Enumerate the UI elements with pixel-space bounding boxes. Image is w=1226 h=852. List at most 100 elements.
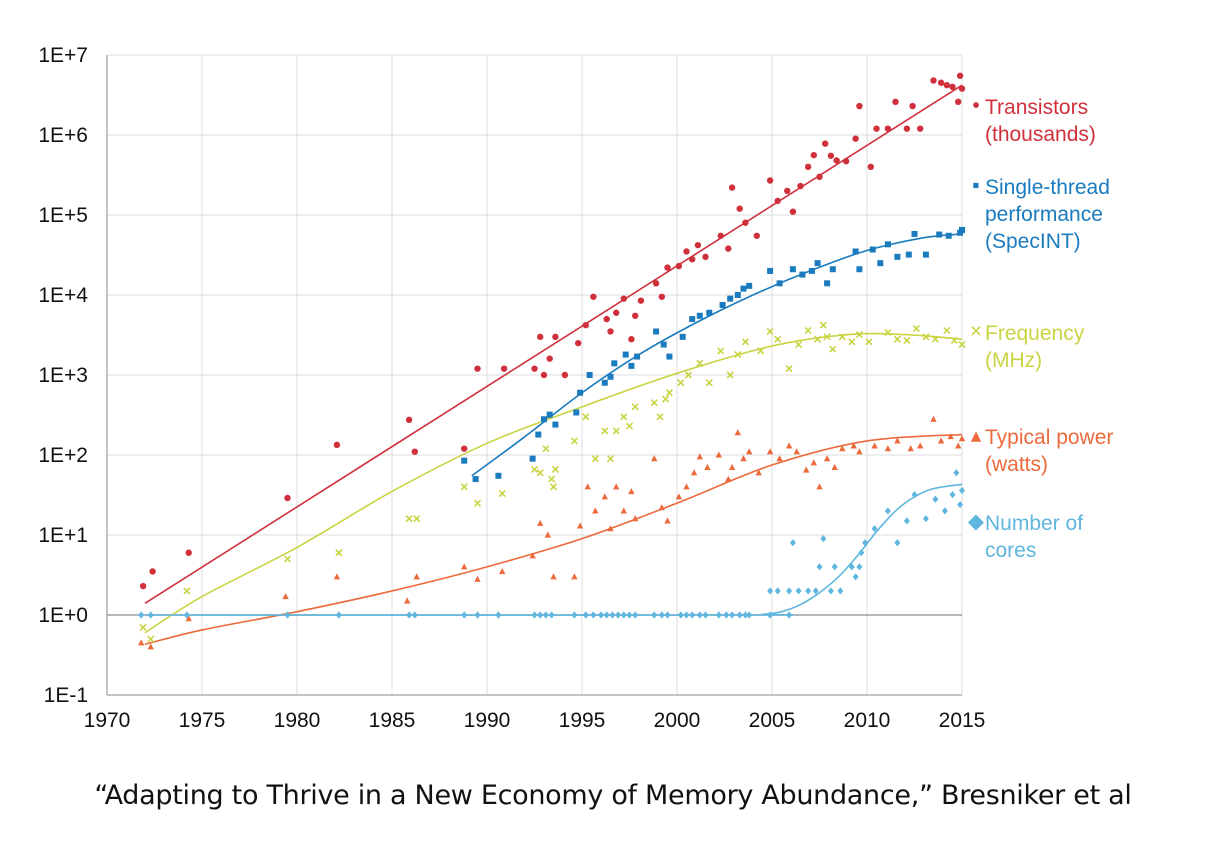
single_thread-point xyxy=(894,253,901,260)
transistors-point xyxy=(930,77,937,84)
x-tick-label: 1980 xyxy=(274,709,321,732)
cores-point xyxy=(736,611,743,619)
transistors-point xyxy=(856,102,863,110)
power-point xyxy=(839,445,846,452)
x-tick-label: 2005 xyxy=(749,709,796,732)
cores-point xyxy=(941,507,948,515)
cores-point xyxy=(953,469,960,477)
single_thread-point xyxy=(945,232,952,239)
frequency-point xyxy=(823,333,831,341)
transistors-point xyxy=(603,315,610,323)
transistors-point xyxy=(537,333,544,341)
frequency-point xyxy=(819,321,827,329)
cores-point xyxy=(774,587,781,595)
power-trend-line xyxy=(144,433,963,646)
cores-point xyxy=(335,611,342,619)
power-point xyxy=(537,519,544,526)
cores-point xyxy=(664,611,671,619)
cores-point xyxy=(932,495,939,503)
power-point xyxy=(831,463,838,470)
transistors-point xyxy=(689,256,696,263)
cores-point xyxy=(884,507,891,515)
transistors-point xyxy=(789,208,797,215)
frequency-point xyxy=(931,335,939,343)
legend-entry-power: ▴ Typical power (watts) xyxy=(971,424,1114,476)
cores-point xyxy=(746,611,753,619)
cores-point xyxy=(598,611,604,619)
transistors-point xyxy=(149,568,156,575)
transistors-point xyxy=(728,184,736,191)
frequency-point xyxy=(865,338,873,346)
single_thread-point xyxy=(776,280,783,287)
power-point xyxy=(282,593,289,600)
frequency-trend-line xyxy=(144,332,963,634)
frequency-point xyxy=(958,341,966,349)
transistors-trend-line xyxy=(144,84,963,604)
single_thread-point xyxy=(577,389,584,396)
transistors-point xyxy=(637,297,645,304)
axes: 1970 1975 1980 1985 1990 1995 2000 2005 2010 2015… xyxy=(38,44,985,732)
transistors-point xyxy=(827,152,835,159)
cores-point xyxy=(729,611,736,619)
transistors-point xyxy=(903,125,911,132)
frequency-point xyxy=(498,489,506,498)
cores-point xyxy=(922,515,929,523)
cores-point xyxy=(911,490,918,499)
power-point xyxy=(628,487,635,495)
cores-point xyxy=(651,611,658,619)
transistors-point xyxy=(405,416,413,424)
single_thread-point xyxy=(936,231,943,238)
cores-point xyxy=(957,500,964,509)
y-tick-label: 1E+6 xyxy=(38,124,88,147)
single_thread-point xyxy=(573,409,580,416)
frequency-point xyxy=(922,333,930,341)
cores-point xyxy=(677,611,684,619)
transistors-point xyxy=(620,295,627,302)
power-point xyxy=(728,463,736,470)
power-point xyxy=(734,429,741,436)
cores-point xyxy=(603,611,610,619)
transistors-point xyxy=(852,135,859,142)
legend-entry-single_thread: ▪ Single-thread performance (SpecINT) xyxy=(972,174,1110,253)
transistors-point xyxy=(884,125,892,132)
x-tick-label: 1970 xyxy=(84,709,131,732)
single_thread-point xyxy=(814,260,821,267)
transistors-point xyxy=(955,98,962,106)
power-point xyxy=(917,442,924,449)
transistors-point xyxy=(139,582,147,590)
legend-label-frequency: (MHz) xyxy=(985,349,1042,372)
cores-point xyxy=(548,611,555,619)
frequency-point xyxy=(912,325,920,333)
single_thread-point xyxy=(611,360,618,367)
single_thread-point xyxy=(957,229,964,236)
transistors-point xyxy=(833,157,840,164)
single_thread-point xyxy=(706,309,713,316)
frequency-point xyxy=(855,331,863,339)
power-point xyxy=(576,522,584,529)
frequency-point xyxy=(741,338,749,346)
single_thread-point xyxy=(824,280,831,287)
frequency-point xyxy=(656,413,664,421)
cores-point xyxy=(284,611,291,619)
power-point xyxy=(499,567,506,575)
power-point xyxy=(613,483,620,490)
single_thread-point xyxy=(905,251,912,258)
transistors-point xyxy=(867,163,874,171)
transistors-point xyxy=(675,262,683,270)
transistors-point xyxy=(842,158,850,165)
frequency-point xyxy=(183,587,191,595)
transistors-point xyxy=(185,549,192,556)
frequency-point xyxy=(705,379,713,387)
single_thread-point xyxy=(541,416,547,423)
cores-point xyxy=(742,611,749,619)
transistors-point xyxy=(664,264,671,271)
single_thread-point xyxy=(601,379,608,386)
single_thread-point xyxy=(679,333,686,340)
power-point xyxy=(746,448,753,455)
power-point xyxy=(571,573,578,580)
y-tick-label: 1E+1 xyxy=(38,524,88,547)
transistors-point xyxy=(628,336,635,343)
frequency-point xyxy=(283,555,292,563)
cores-point xyxy=(632,611,639,619)
